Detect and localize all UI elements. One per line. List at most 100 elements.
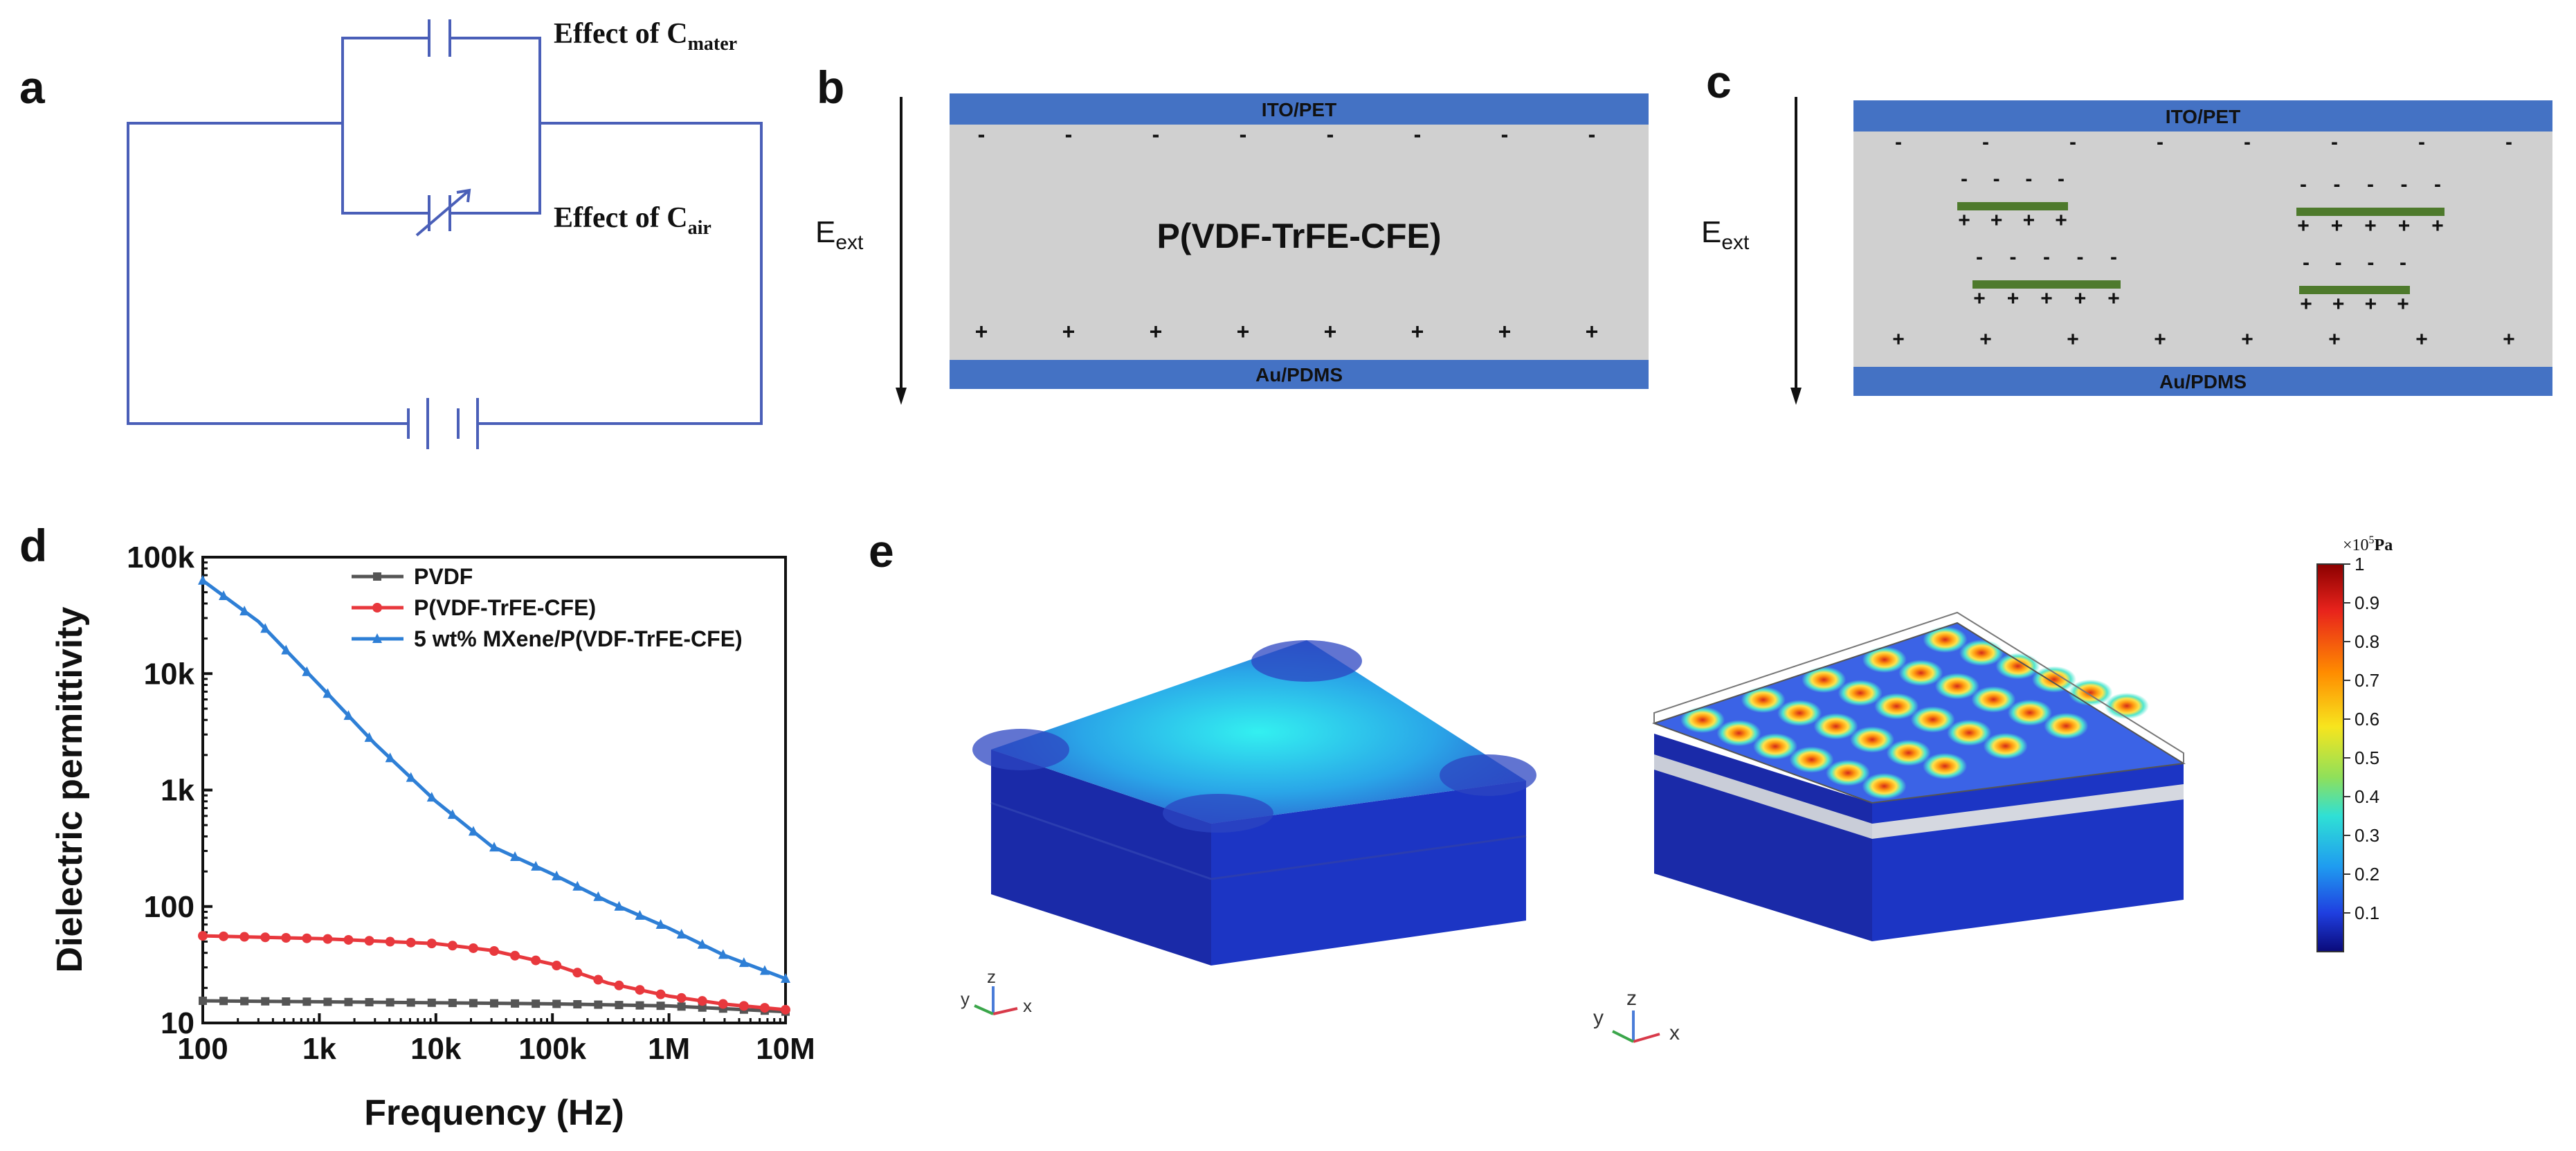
neg-charge: -: [1065, 122, 1073, 147]
series-point: [364, 732, 374, 742]
pressure-spot: [1753, 733, 1798, 760]
pos-charge: +: [1892, 328, 1905, 351]
pos-charge: +: [1586, 319, 1599, 344]
mxene-flake-3: [1972, 280, 2121, 289]
neg-charge: -: [1961, 167, 1968, 190]
pos-charge: +: [1062, 319, 1076, 344]
series-point: [281, 932, 291, 943]
panel-c-diagram: Eext ITO/PET Au/PDMS -+-+-+-+-+-+-+-+-+-…: [1701, 97, 2552, 405]
chart-xlabel: Frequency (Hz): [364, 1093, 624, 1133]
charges-c: -+-+-+-+-+-+-+-+-+-+-+-+-+-+-+-+-+-+-+-+…: [1892, 131, 2515, 351]
pos-charge: +: [2007, 287, 2020, 310]
series-point: [635, 1001, 644, 1010]
axes-triad-left: z x y: [961, 966, 1032, 1016]
series-point: [635, 909, 645, 920]
series-point: [531, 955, 541, 966]
neg-charge: -: [1982, 131, 1989, 154]
neg-charge: -: [2505, 131, 2512, 154]
pos-charge: +: [2332, 293, 2345, 316]
svg-text:x: x: [1669, 1022, 1680, 1044]
series-line-2: [201, 579, 786, 981]
pos-charge: +: [2398, 215, 2411, 237]
plate-left-corner-2: [1251, 640, 1362, 682]
pressure-spot: [1923, 752, 1968, 779]
neg-charge: -: [1327, 122, 1334, 147]
legend-label: 5 wt% MXene/P(VDF-TrFE-CFE): [414, 626, 743, 651]
neg-charge: -: [2157, 131, 2164, 154]
svg-text:x: x: [1023, 995, 1032, 1016]
pressure-spot: [1898, 660, 1943, 687]
x-tick-label: 1M: [648, 1032, 690, 1066]
neg-charge: -: [2334, 173, 2341, 196]
plate-left-corner-3: [1440, 754, 1536, 796]
pos-charge: +: [2074, 287, 2087, 310]
neg-charge: -: [2367, 251, 2374, 274]
neg-charge: -: [2077, 246, 2084, 269]
pressure-spot: [1947, 719, 1992, 746]
series-point: [365, 998, 374, 1007]
series-point: [282, 997, 291, 1006]
wire-top-left: [341, 37, 429, 123]
series-point: [302, 997, 311, 1006]
pressure-spot: [1874, 693, 1919, 720]
plate-right-gap-side: [1872, 784, 2184, 839]
series-point: [343, 934, 354, 945]
panel-label-e: e: [869, 525, 894, 577]
pressure-spot: [1886, 739, 1931, 766]
neg-charge: -: [2058, 167, 2065, 190]
series-point: [448, 999, 457, 1008]
series-point: [489, 842, 499, 852]
axes-triad-right: z x y: [1593, 987, 1680, 1044]
series-point: [426, 792, 437, 802]
pressure-spot: [1716, 720, 1761, 747]
series-point: [655, 989, 666, 999]
pos-charge: +: [2154, 328, 2166, 351]
pos-charge: +: [1979, 328, 1992, 351]
pressure-spot: [2007, 699, 2052, 726]
bottom-electrode-label-b: Au/PDMS: [1255, 364, 1343, 386]
variable-arrow-head: [456, 188, 471, 203]
colorbar: ×105Pa 1 0.9 0.8 0.7 0.6 0.5 0.4 0.3 0.2 0.1: [2316, 534, 2393, 952]
field-label-b: Eext: [815, 215, 864, 254]
series-point: [698, 1003, 707, 1012]
pos-charge: +: [2067, 328, 2079, 351]
series-point: [219, 931, 229, 941]
series-point: [447, 809, 457, 819]
pressure-spot: [1923, 626, 1968, 653]
colorbar-tick-label: 0.8: [2355, 631, 2379, 652]
pos-charge: +: [1150, 319, 1163, 344]
svg-text:y: y: [1593, 1006, 1604, 1029]
series-point: [199, 996, 207, 1005]
plate-left-top-surface: [991, 640, 1526, 824]
pos-charge: +: [1498, 319, 1512, 344]
pressure-spot: [1971, 686, 2016, 713]
series-point: [239, 932, 250, 942]
series-point: [240, 997, 249, 1006]
series-point: [406, 998, 415, 1007]
series-point: [219, 590, 229, 600]
neg-charge: -: [2303, 251, 2310, 274]
field-label-c: Eext: [1701, 215, 1750, 254]
series-point: [532, 999, 541, 1008]
chart-series: [198, 574, 790, 1016]
neg-charge: -: [2401, 173, 2408, 196]
series-point: [573, 1000, 582, 1009]
plate-right-gap-front: [1654, 754, 1872, 839]
bottom-electrode-b: [950, 360, 1649, 389]
pos-charge: +: [2331, 215, 2343, 237]
series-point: [614, 900, 624, 911]
series-point: [427, 998, 436, 1007]
neg-charge: -: [1152, 122, 1160, 147]
colorbar-tick-label: 0.7: [2355, 670, 2379, 691]
wire-top-right: [450, 37, 541, 123]
series-point: [344, 997, 353, 1006]
y-tick-label: 100k: [127, 541, 194, 574]
series-point: [615, 1001, 624, 1010]
mxene-flake-1: [1957, 202, 2068, 210]
legend-label: P(VDF-TrFE-CFE): [414, 595, 596, 620]
material-label-b: P(VDF-TrFE-CFE): [1157, 217, 1441, 255]
colorbar-tick-label: 0.5: [2355, 747, 2379, 768]
